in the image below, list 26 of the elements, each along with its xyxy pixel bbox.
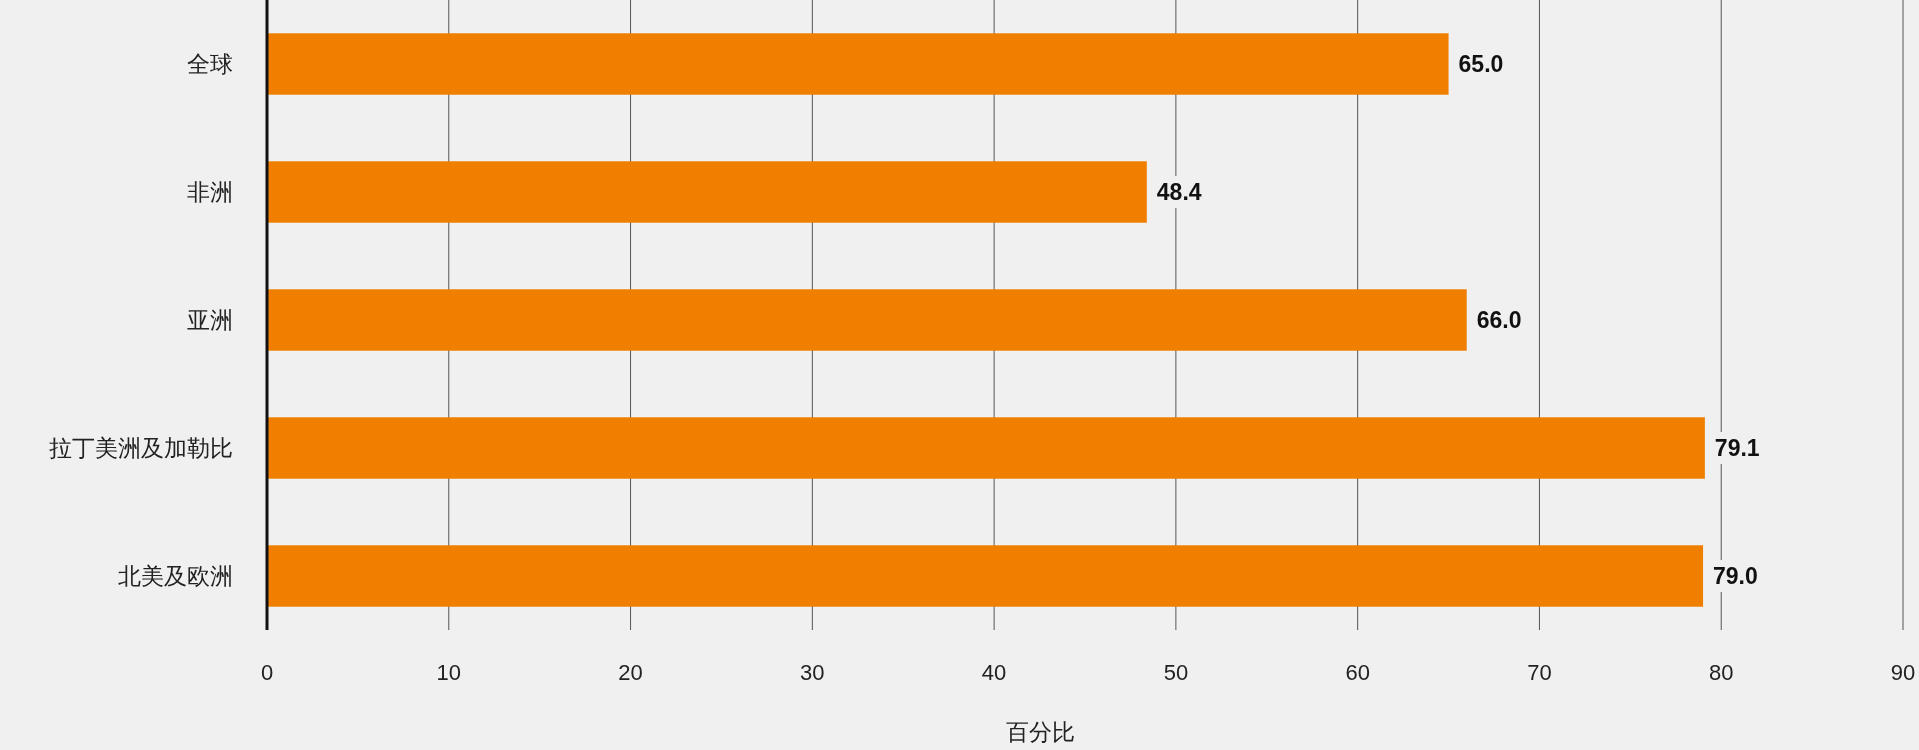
x-tick-label: 60: [1345, 660, 1370, 685]
data-label: 48.4: [1156, 179, 1202, 205]
x-tick-label: 70: [1527, 660, 1552, 685]
data-label: 79.0: [1713, 563, 1758, 589]
x-tick-label: 10: [436, 660, 462, 685]
data-label: 65.0: [1458, 51, 1504, 77]
bar: [267, 545, 1704, 607]
x-tick-label: 40: [981, 660, 1007, 685]
y-tick-label: 全球: [187, 51, 233, 77]
bar: [267, 417, 1705, 479]
y-tick-label: 非洲: [187, 179, 233, 205]
y-tick-label: 北美及欧洲: [118, 563, 233, 589]
bar: [267, 161, 1147, 223]
bar: [267, 33, 1449, 95]
x-tick-label: 50: [1163, 660, 1189, 685]
x-tick-label: 30: [800, 660, 825, 685]
x-tick-label: 90: [1890, 660, 1916, 685]
x-tick-label: 20: [618, 660, 643, 685]
x-tick-label: 0: [260, 660, 274, 685]
y-tick-label: 亚洲: [187, 307, 233, 333]
data-label: 79.1: [1714, 435, 1760, 461]
bar: [267, 289, 1467, 351]
x-axis-title: 百分比: [1005, 719, 1075, 745]
x-tick-label: 80: [1708, 660, 1734, 685]
data-label: 66.0: [1476, 307, 1522, 333]
y-tick-label: 拉丁美洲及加勒比: [49, 435, 233, 461]
